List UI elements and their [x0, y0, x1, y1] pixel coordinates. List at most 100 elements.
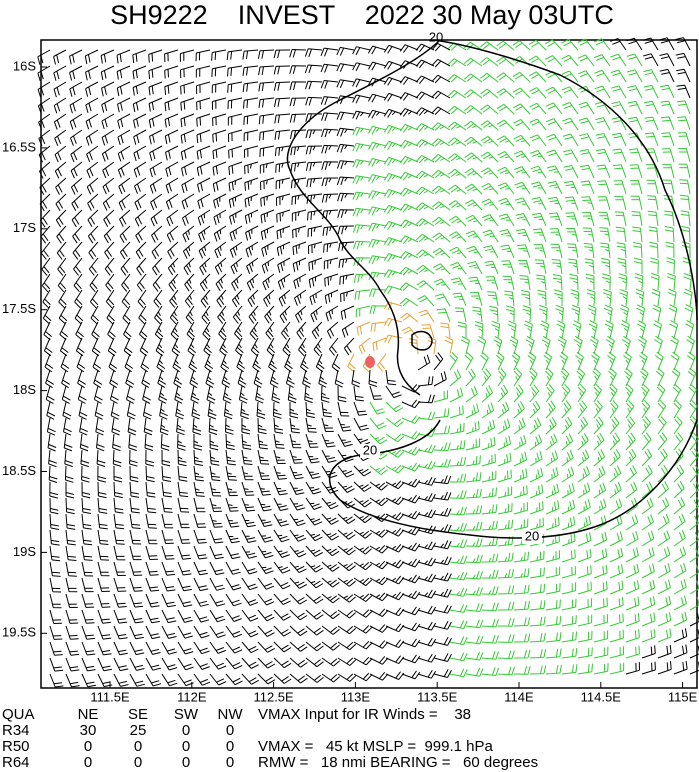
- wind-barb: [242, 49, 259, 60]
- wind-barb: [87, 193, 99, 211]
- wind-barb: [513, 584, 530, 595]
- wind-barb: [353, 593, 373, 602]
- wind-barb: [195, 65, 211, 78]
- wind-barb: [321, 465, 338, 479]
- wind-barb: [179, 49, 195, 62]
- wind-barb: [165, 177, 179, 194]
- wind-barb: [291, 193, 307, 205]
- wind-barb: [641, 481, 654, 499]
- wind-barb: [465, 538, 483, 547]
- wind-barb: [546, 165, 563, 179]
- wind-barb: [449, 422, 465, 435]
- wind-barb: [129, 529, 142, 545]
- wind-barb: [660, 116, 675, 131]
- wind-barb: [209, 609, 226, 623]
- wind-barb: [383, 221, 403, 230]
- wind-barb: [641, 596, 656, 611]
- wind-barb: [530, 165, 547, 179]
- wind-barb: [246, 273, 259, 291]
- wind-barb: [241, 433, 252, 450]
- wind-barb: [464, 152, 483, 163]
- wind-barb: [289, 97, 307, 107]
- wind-barb: [193, 641, 210, 655]
- wind-barb: [321, 577, 340, 588]
- wind-barb: [481, 618, 499, 628]
- wind-barb: [282, 337, 291, 357]
- wind-barb: [497, 617, 515, 627]
- wind-barb: [180, 65, 195, 79]
- contour-line: [411, 330, 433, 351]
- wind-barb: [119, 241, 131, 260]
- wind-barb: [415, 43, 435, 53]
- wind-barb: [129, 481, 140, 498]
- wind-barb: [102, 193, 115, 211]
- wind-barb: [385, 401, 404, 413]
- wind-barb: [625, 481, 638, 499]
- wind-barb: [321, 433, 336, 448]
- wind-barb: [54, 161, 67, 179]
- wind-barb: [320, 47, 339, 57]
- wind-barb: [193, 625, 210, 639]
- wind-barb: [355, 305, 371, 318]
- wind-barb: [401, 638, 421, 648]
- wind-barb: [129, 609, 144, 624]
- wind-barb: [466, 245, 483, 259]
- wind-barb: [129, 673, 145, 687]
- wind-barb: [337, 673, 357, 682]
- contour-label: 20: [525, 528, 539, 543]
- wind-barb: [257, 545, 274, 559]
- wind-barb: [86, 161, 99, 179]
- wind-barb: [97, 481, 107, 499]
- wind-barb: [305, 545, 323, 557]
- wind-barb: [481, 520, 498, 531]
- wind-barb: [399, 251, 419, 260]
- wind-barb: [209, 481, 222, 497]
- wind-barb: [352, 159, 371, 168]
- wind-barb: [229, 225, 243, 242]
- wind-barb: [305, 593, 324, 604]
- wind-barb: [127, 417, 137, 436]
- wind-barb: [289, 433, 302, 449]
- wind-barb: [116, 65, 131, 80]
- wind-barb: [625, 465, 637, 483]
- wind-barb: [38, 129, 51, 147]
- wind-barb: [687, 367, 697, 387]
- wind-barb: [545, 367, 554, 387]
- wind-barb: [196, 113, 211, 127]
- wind-barb: [617, 257, 627, 275]
- wind-barb: [659, 68, 675, 83]
- wind-barb: [129, 657, 145, 671]
- wind-barb: [191, 401, 201, 420]
- wind-barb: [321, 177, 339, 187]
- table-cell: SW: [174, 706, 199, 723]
- wind-barb: [513, 134, 531, 147]
- wind-barb: [670, 351, 680, 371]
- wind-barb: [132, 97, 147, 113]
- wind-barb: [641, 399, 651, 419]
- wind-barb: [659, 53, 675, 67]
- wind-barb: [257, 577, 274, 590]
- wind-barb: [113, 466, 123, 483]
- wind-barb: [497, 503, 513, 515]
- wind-barb: [625, 416, 636, 435]
- wind-barb: [143, 417, 153, 436]
- wind-barb: [225, 545, 241, 560]
- wind-barb: [399, 297, 419, 307]
- wind-barb: [609, 465, 622, 483]
- wind-barb: [449, 636, 468, 646]
- wind-barb: [561, 499, 576, 515]
- wind-barb: [236, 353, 246, 373]
- wind-barb: [515, 213, 531, 227]
- wind-barb: [529, 616, 546, 627]
- wind-barb: [417, 295, 435, 307]
- wind-barb: [545, 533, 560, 547]
- wind-barb: [585, 273, 595, 291]
- wind-barb: [514, 181, 531, 195]
- wind-barb: [629, 164, 643, 179]
- wind-barb: [611, 101, 627, 115]
- wind-barb: [686, 351, 696, 371]
- wind-barb: [661, 132, 675, 147]
- wind-barb: [463, 57, 483, 67]
- wind-barb: [168, 273, 179, 292]
- wind-barb: [241, 641, 259, 654]
